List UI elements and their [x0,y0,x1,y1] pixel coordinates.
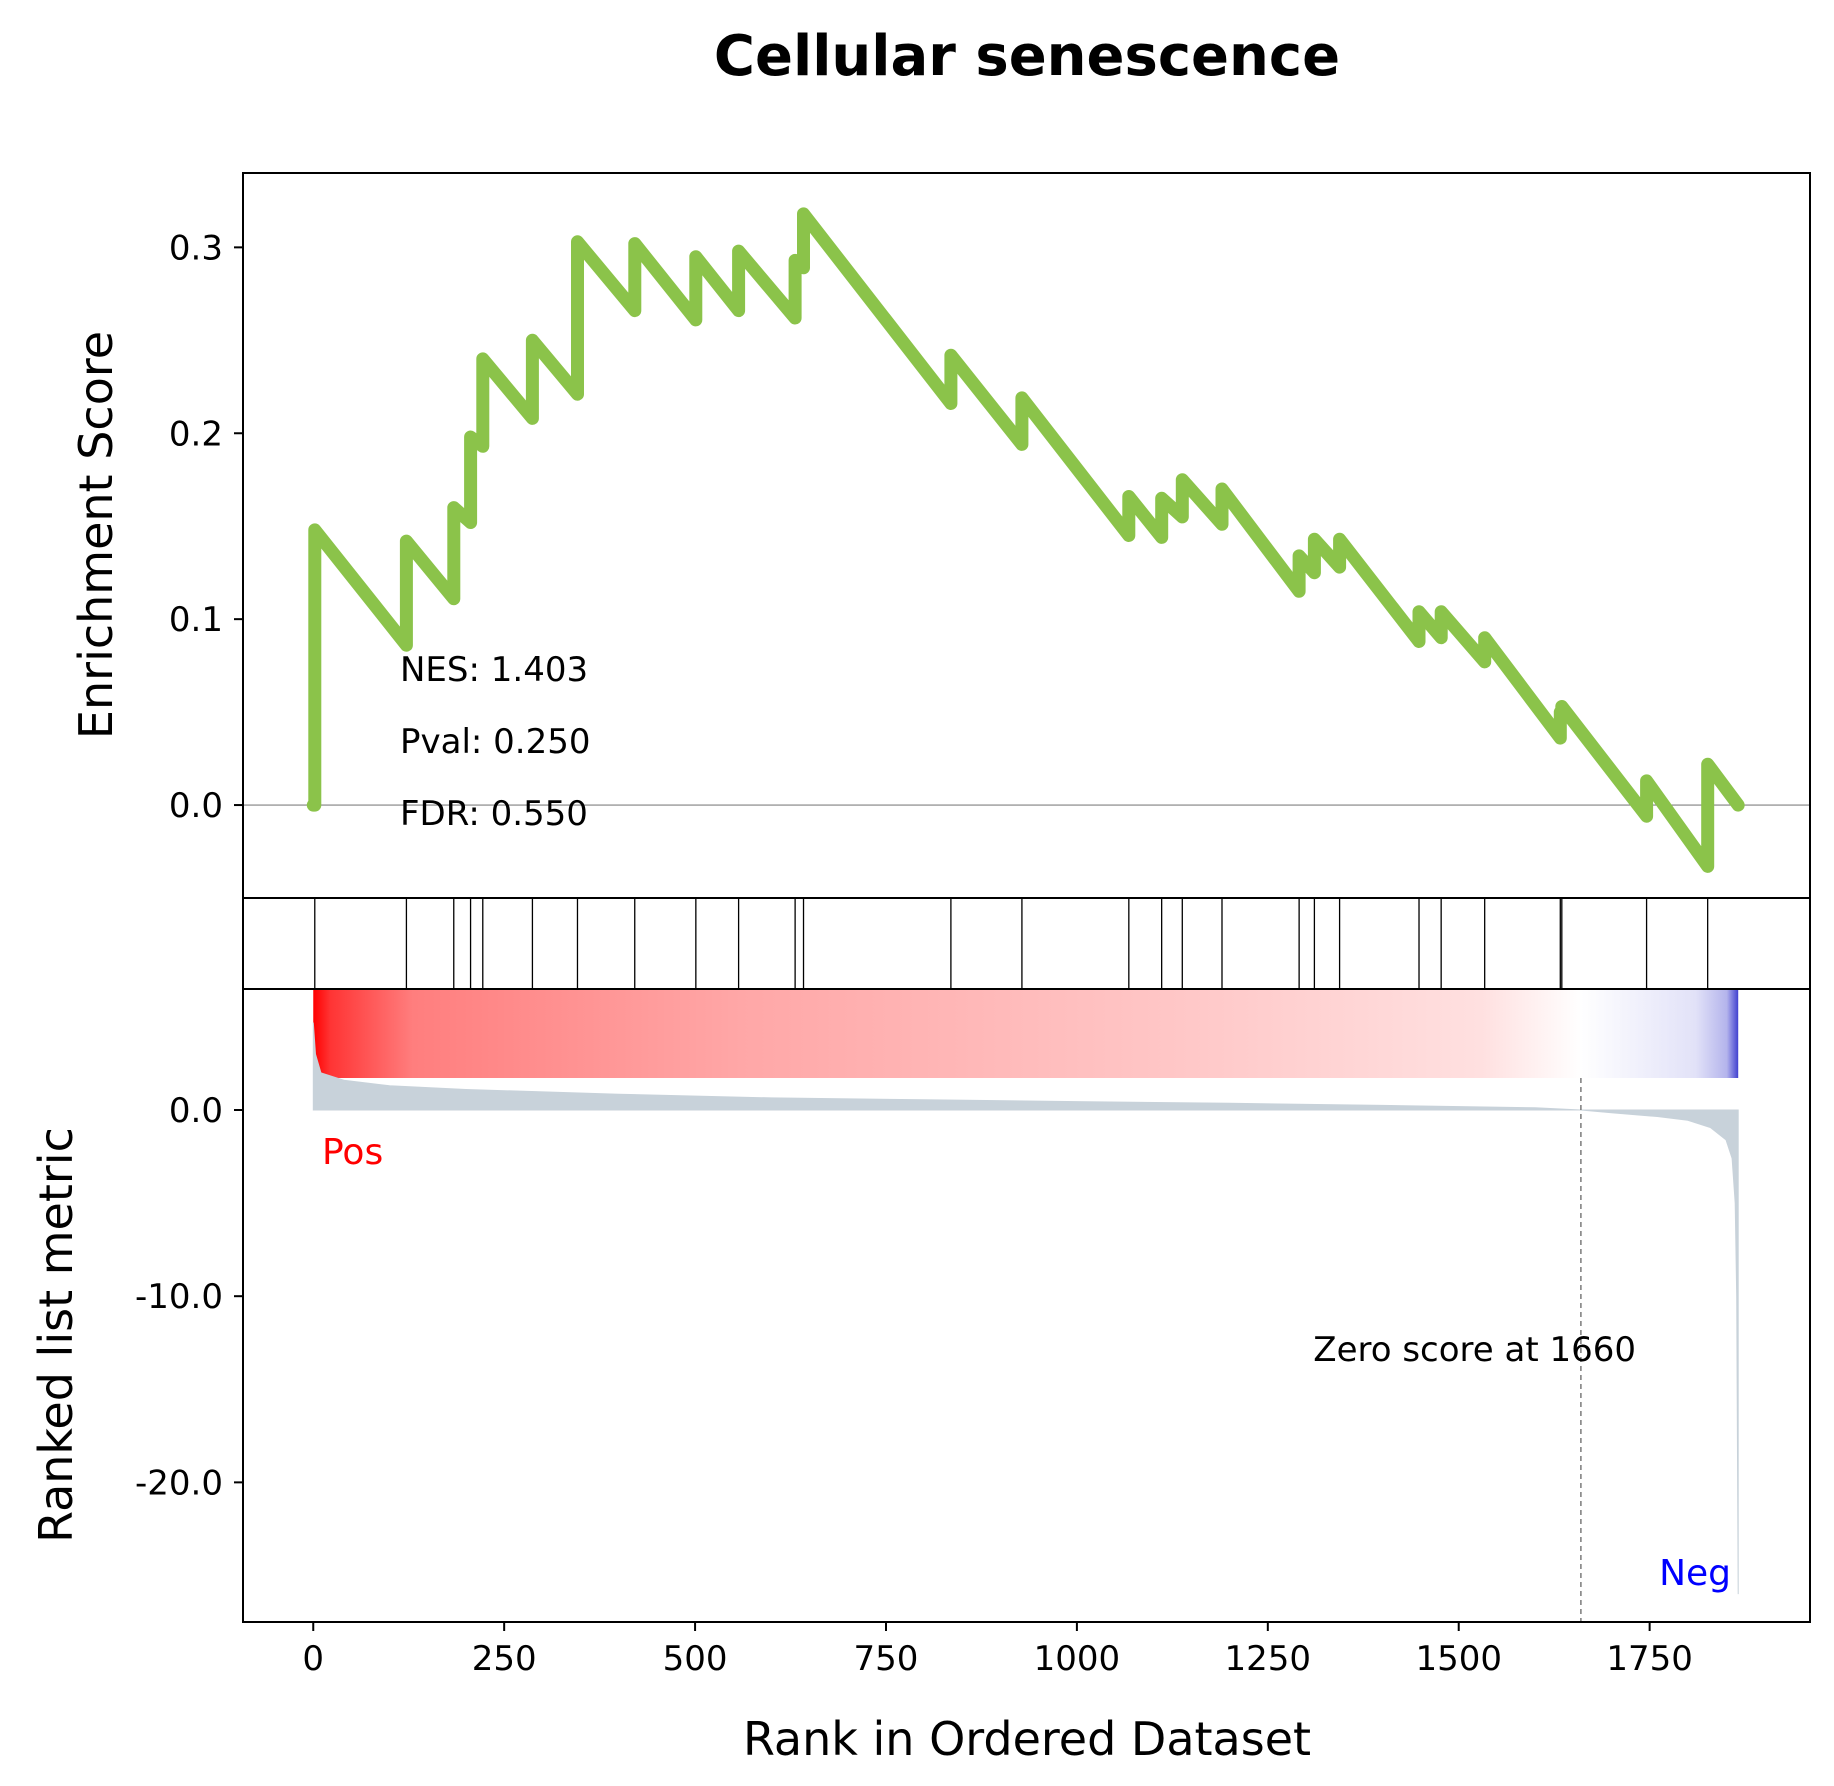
x-tick-label: 250 [472,1639,537,1679]
metric-panel: Zero score at 1660 Pos Neg 0.0 -10.0 -20.0… [29,988,1811,1623]
zero-cross-label: Zero score at 1660 [1313,1330,1636,1370]
x-axis-label: Rank in Ordered Dataset [743,1712,1311,1766]
metric-y-axis-label: Ranked list metric [29,1127,83,1543]
x-tick-label: 1000 [1034,1639,1121,1679]
x-tick-label: 1250 [1225,1639,1312,1679]
metric-y-tick-label: -20.0 [135,1463,223,1503]
chart-title: Cellular senescence [714,24,1340,89]
x-tick-label: 1500 [1415,1639,1502,1679]
pval-annotation: Pval: 0.250 [400,722,591,762]
metric-y-axis: 0.0 -10.0 -20.0 [135,1091,243,1503]
x-tick-label: 750 [854,1639,919,1679]
es-y-tick-label: 0.2 [169,414,223,454]
rank-color-bar [313,990,1739,1078]
hits-panel [242,897,1811,990]
pos-label: Pos [322,1132,383,1173]
metric-panel-frame [242,988,1811,1623]
es-y-tick-label: 0.3 [169,228,223,268]
metric-y-tick-label: -10.0 [135,1277,223,1317]
x-tick-label: 0 [302,1639,324,1679]
es-y-tick-label: 0.1 [169,600,223,640]
x-tick-label: 500 [663,1639,728,1679]
es-panel-frame [242,172,1811,899]
es-y-axis: 0.0 0.1 0.2 0.3 [169,228,243,826]
es-y-axis-label: Enrichment Score [69,331,123,739]
hits-panel-frame [242,897,1811,990]
fdr-annotation: FDR: 0.550 [400,794,588,834]
metric-y-tick-label: 0.0 [169,1091,223,1131]
neg-label: Neg [1659,1553,1731,1594]
x-tick-label: 1750 [1606,1639,1693,1679]
es-y-tick-label: 0.0 [169,786,223,826]
nes-annotation: NES: 1.403 [400,650,588,690]
metric-area [312,1022,1739,1595]
es-curve [306,207,1745,873]
es-panel: NES: 1.403 Pval: 0.250 FDR: 0.550 0.0 0.1… [69,172,1811,899]
x-axis: 0 250 500 750 1000 1250 1500 1750 [302,1622,1693,1679]
